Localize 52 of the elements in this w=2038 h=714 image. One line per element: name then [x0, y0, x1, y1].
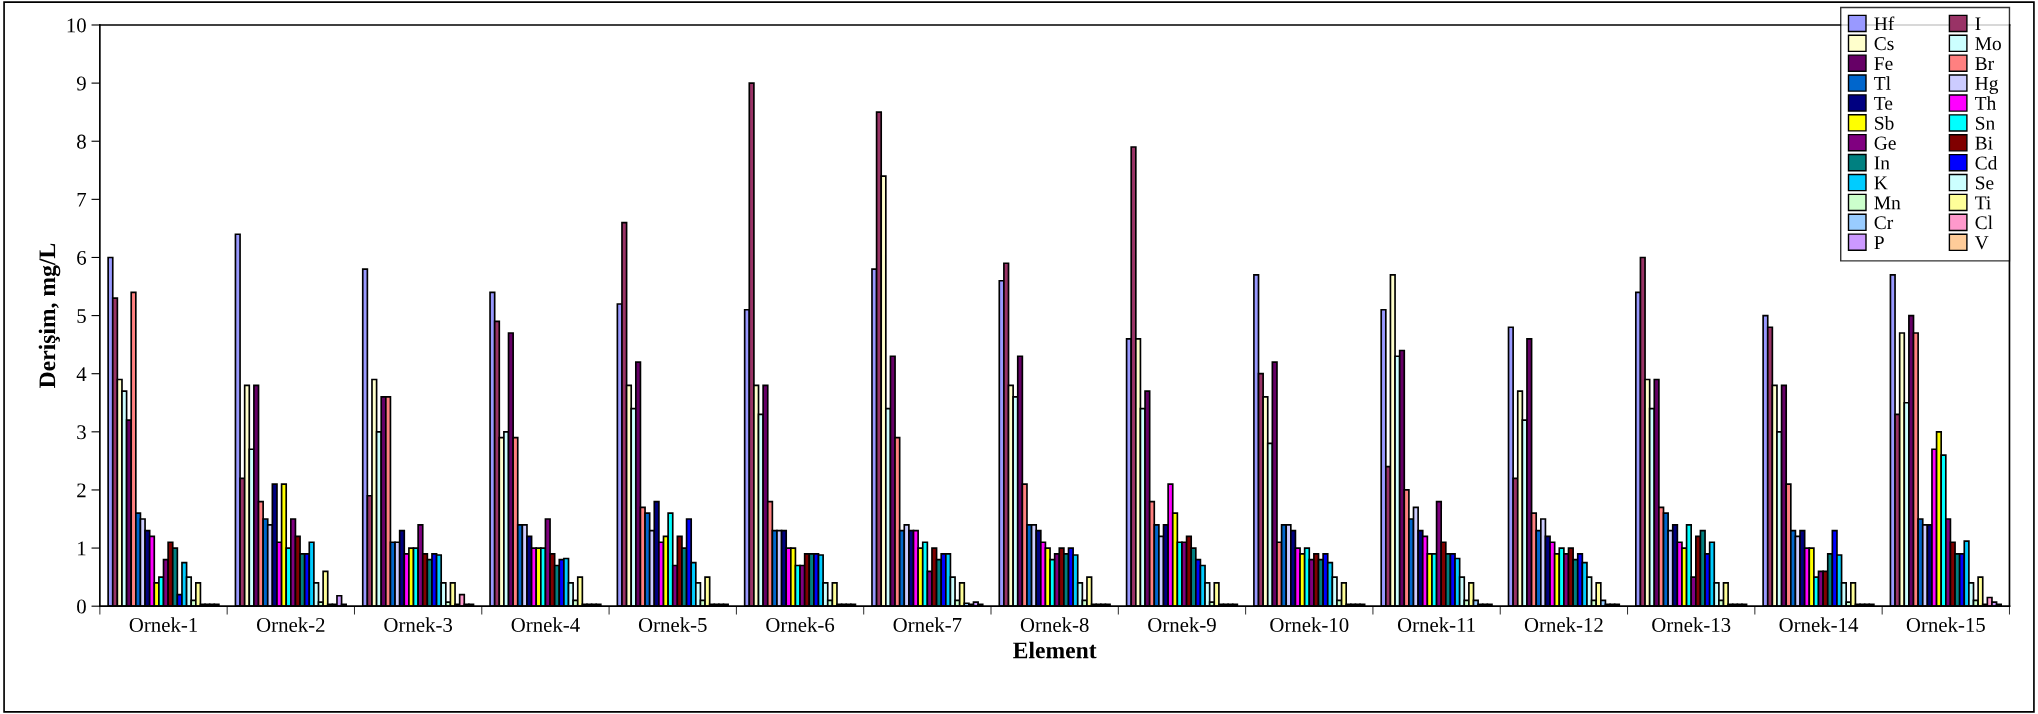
legend-label: Ti [1975, 196, 1991, 210]
legend-label: Cd [1975, 155, 1998, 170]
legend-label: Fe [1874, 57, 1893, 71]
legend-label: Se [1975, 176, 1994, 190]
x-tick-label: Ornek-10 [1270, 617, 1349, 632]
x-tick-label: Ornek-15 [1906, 617, 1985, 632]
x-tick-label: Ornek-4 [511, 617, 580, 632]
y-tick-label: 2 [77, 483, 86, 498]
x-tick-label: Ornek-1 [129, 617, 197, 632]
legend-label: Bi [1975, 136, 1993, 150]
legend-label: Te [1874, 96, 1893, 110]
legend-label: Cs [1874, 37, 1894, 51]
y-tick-label: 10 [67, 18, 86, 33]
legend-label: Sn [1975, 116, 1995, 130]
legend-label: I [1975, 17, 1981, 31]
legend-label: Ge [1874, 136, 1896, 150]
legend-label: P [1874, 236, 1884, 249]
legend-label: In [1874, 156, 1890, 170]
x-tick-label: Ornek-14 [1779, 617, 1859, 632]
x-tick-label: Ornek-2 [256, 617, 325, 632]
y-tick-label: 9 [76, 76, 86, 91]
legend-label: Th [1975, 96, 1997, 110]
y-tick-label: 0 [77, 599, 86, 614]
x-tick-label: Ornek-7 [893, 617, 962, 632]
y-tick-label: 8 [77, 134, 86, 149]
legend-label: Sb [1875, 116, 1894, 130]
x-tick-label: Ornek-6 [766, 617, 835, 632]
legend-label: Mn [1874, 196, 1901, 210]
x-axis-title: Element [1013, 641, 1097, 659]
legend-label: Cr [1874, 216, 1894, 230]
y-axis-title: Derişim, mg/L [38, 243, 61, 388]
legend-label: Hf [1874, 16, 1895, 31]
x-tick-label: Ornek-11 [1397, 617, 1475, 632]
legend-label: Tl [1874, 76, 1891, 90]
y-tick-label: 3 [77, 425, 86, 440]
y-tick-label: 6 [77, 250, 87, 265]
x-tick-label: Ornek-5 [638, 617, 707, 632]
y-tick-label: 5 [77, 309, 86, 324]
x-tick-label: Ornek-8 [1020, 617, 1089, 632]
legend-label: V [1974, 236, 1989, 250]
legend-label: Br [1975, 57, 1994, 70]
y-tick-label: 4 [76, 367, 87, 381]
legend-label: Hg [1975, 77, 1999, 94]
x-tick-label: Ornek-9 [1148, 617, 1216, 632]
y-tick-label: 7 [77, 192, 87, 207]
x-tick-label: Ornek-3 [384, 617, 453, 632]
legend-label: K [1874, 176, 1888, 190]
legend-label: Mo [1975, 37, 2001, 51]
legend-label: Cl [1975, 215, 1993, 230]
y-tick-label: 1 [78, 541, 86, 556]
x-tick-label: Ornek-12 [1524, 617, 1603, 632]
x-tick-label: Ornek-13 [1652, 617, 1731, 632]
